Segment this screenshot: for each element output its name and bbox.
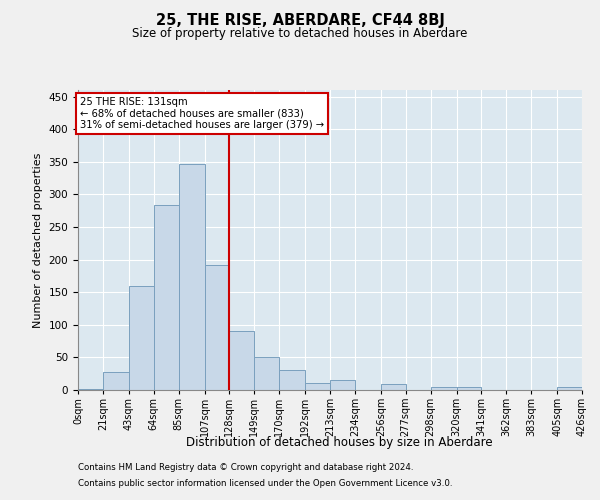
Bar bbox=[179, 164, 205, 390]
Text: Contains HM Land Registry data © Crown copyright and database right 2024.: Contains HM Land Registry data © Crown c… bbox=[78, 464, 413, 472]
Text: Distribution of detached houses by size in Aberdare: Distribution of detached houses by size … bbox=[185, 436, 493, 449]
Text: 25, THE RISE, ABERDARE, CF44 8BJ: 25, THE RISE, ABERDARE, CF44 8BJ bbox=[155, 12, 445, 28]
Bar bbox=[305, 384, 330, 390]
Bar bbox=[330, 380, 355, 390]
Bar bbox=[229, 332, 254, 390]
Bar bbox=[431, 386, 457, 390]
Y-axis label: Number of detached properties: Number of detached properties bbox=[33, 152, 43, 328]
Bar bbox=[557, 386, 582, 390]
Bar bbox=[78, 388, 103, 390]
Bar bbox=[457, 386, 481, 390]
Text: 25 THE RISE: 131sqm
← 68% of detached houses are smaller (833)
31% of semi-detac: 25 THE RISE: 131sqm ← 68% of detached ho… bbox=[80, 96, 325, 130]
Text: Contains public sector information licensed under the Open Government Licence v3: Contains public sector information licen… bbox=[78, 478, 452, 488]
Bar bbox=[154, 206, 179, 390]
Bar bbox=[279, 370, 305, 390]
Bar bbox=[103, 372, 129, 390]
Bar bbox=[254, 358, 279, 390]
Bar bbox=[205, 266, 229, 390]
Text: Size of property relative to detached houses in Aberdare: Size of property relative to detached ho… bbox=[133, 28, 467, 40]
Bar bbox=[381, 384, 406, 390]
Bar bbox=[129, 286, 154, 390]
